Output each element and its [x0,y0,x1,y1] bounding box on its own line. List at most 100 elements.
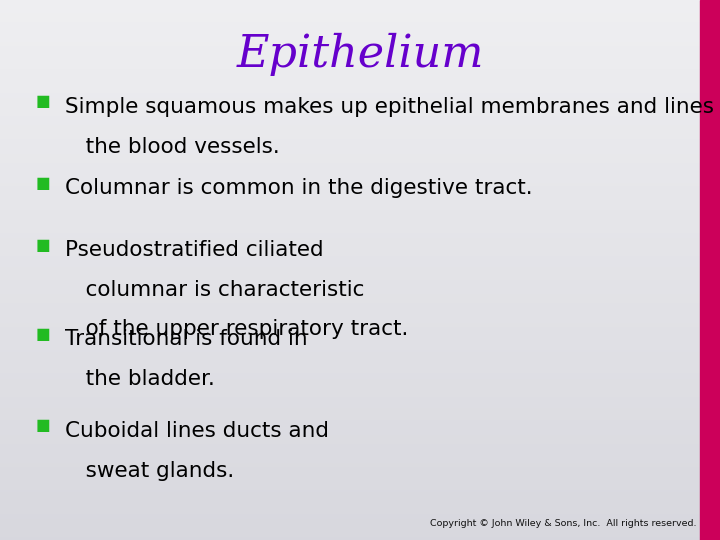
Text: of the upper respiratory tract.: of the upper respiratory tract. [65,319,408,339]
Bar [0,198,720,200]
Bar [0,320,720,322]
Bar [0,52,720,54]
Bar [0,231,720,232]
Bar [0,223,720,225]
Bar [0,63,720,65]
Bar [0,452,720,454]
Bar [0,139,720,140]
Bar [0,295,720,297]
Bar [0,405,720,407]
Bar [0,317,720,319]
Bar [0,448,720,450]
Bar [0,292,720,293]
Bar [0,135,720,137]
Bar [0,130,720,131]
Bar [0,241,720,243]
Bar [0,204,720,205]
Bar [0,79,720,81]
Bar [0,110,720,112]
Bar [0,339,720,340]
Bar [0,45,720,47]
Bar [0,506,720,508]
Bar [0,277,720,279]
Bar [0,39,720,42]
Bar [0,529,720,531]
Bar [0,511,720,513]
Bar [0,86,720,88]
Bar [0,174,720,177]
Bar [0,81,720,83]
Bar [0,178,720,180]
Bar [0,466,720,468]
Bar [0,119,720,120]
Bar [0,236,720,238]
Bar [0,151,720,153]
Bar [0,113,720,115]
Bar [0,201,720,204]
Bar [0,409,720,410]
Bar [0,315,720,317]
Bar [0,101,720,103]
Bar [0,349,720,351]
Text: columnar is characteristic: columnar is characteristic [65,280,364,300]
Bar [0,194,720,196]
Bar [0,371,720,373]
Bar [0,312,720,313]
Bar [0,88,720,90]
Bar [0,524,720,525]
Bar [0,72,720,74]
Bar [0,417,720,420]
Bar [0,389,720,390]
Bar [0,471,720,474]
Bar [0,495,720,497]
Bar [0,425,720,427]
Bar [0,335,720,336]
Bar [0,169,720,171]
Bar [0,358,720,360]
Bar [0,513,720,515]
Bar [0,187,720,189]
Bar [0,434,720,436]
Text: ■: ■ [36,176,50,191]
Bar [0,293,720,295]
Bar [0,430,720,432]
Bar [0,147,720,150]
Bar [0,336,720,339]
Bar [0,182,720,184]
Bar [0,180,720,182]
Bar [0,387,720,389]
Text: the blood vessels.: the blood vessels. [65,137,279,157]
Bar [0,420,720,421]
Bar [0,93,720,96]
Bar [0,531,720,533]
Bar [0,416,720,417]
Bar [0,254,720,255]
Bar [0,536,720,538]
Bar [0,380,720,382]
Bar [0,103,720,104]
Bar [0,228,720,231]
Bar [0,115,720,117]
Bar [0,340,720,342]
Bar [0,356,720,358]
Bar [0,491,720,493]
Bar [0,32,720,34]
Bar [0,7,720,9]
Text: the bladder.: the bladder. [65,369,215,389]
Bar [0,309,720,312]
Bar [0,369,720,371]
Bar [0,301,720,302]
Bar [0,177,720,178]
Bar [0,432,720,434]
Bar [0,481,720,482]
Bar [0,470,720,471]
Bar [0,5,720,7]
Bar [0,272,720,274]
Bar [0,353,720,355]
Bar [0,504,720,506]
Bar [0,457,720,459]
Bar [0,475,720,477]
Bar [0,396,720,398]
Bar [0,76,720,77]
Bar [0,279,720,281]
